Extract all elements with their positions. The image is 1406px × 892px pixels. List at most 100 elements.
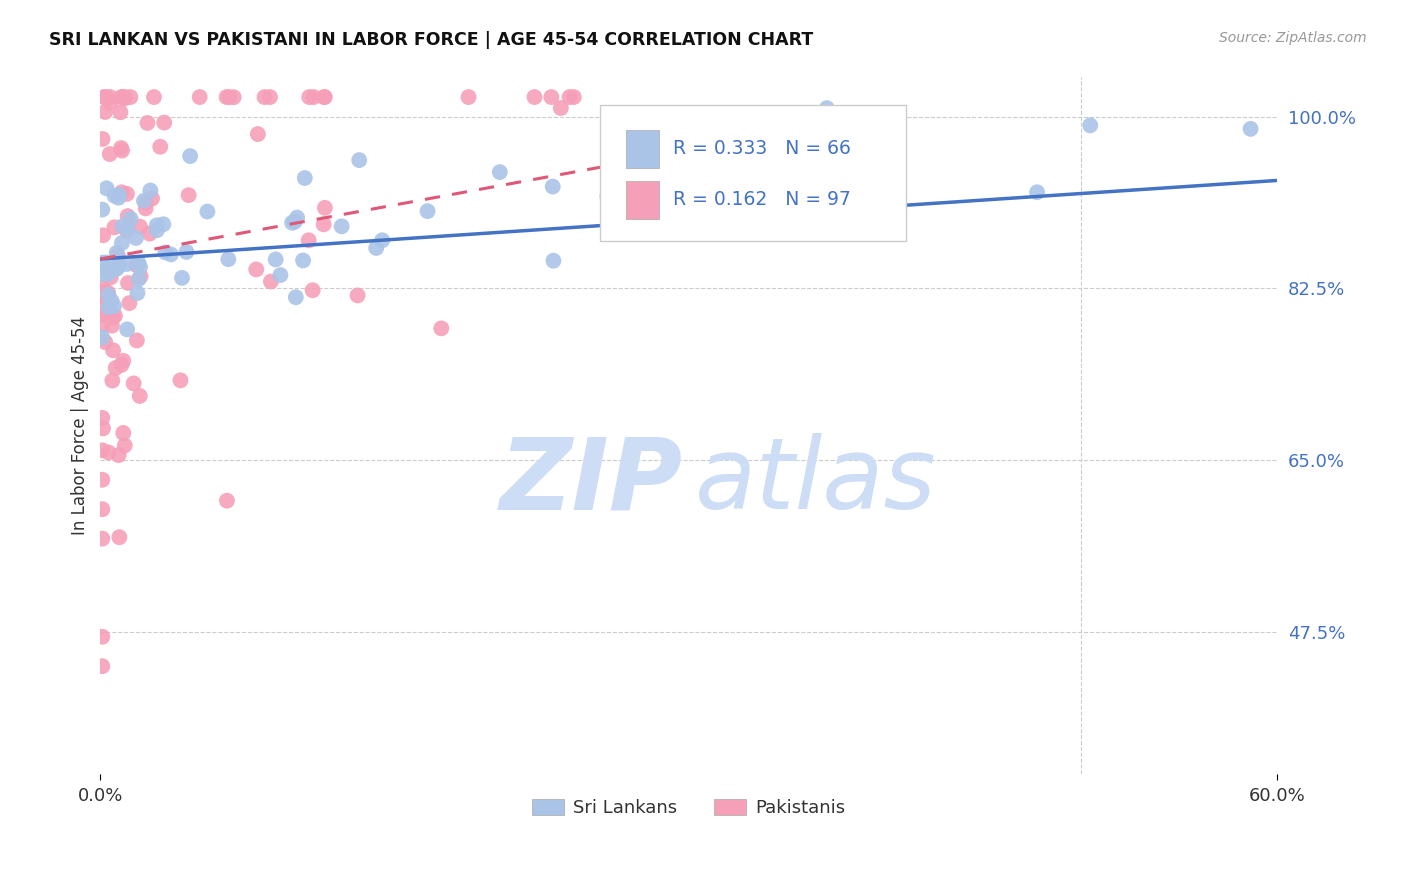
Point [540, 90, 562, 104]
Point [550, 101, 572, 115]
Point [93, 90, 115, 104]
Point [91, 132, 114, 146]
Point [122, 376, 145, 391]
Point [188, 90, 211, 104]
Text: SRI LANKAN VS PAKISTANI IN LABOR FORCE | AGE 45-54 CORRELATION CHART: SRI LANKAN VS PAKISTANI IN LABOR FORCE |… [49, 31, 814, 49]
Point [129, 219, 152, 234]
Point [110, 105, 132, 120]
Point [294, 171, 316, 186]
Point [128, 272, 150, 286]
Point [100, 270, 122, 285]
Point [301, 283, 323, 297]
Point [98, 147, 121, 161]
Point [285, 211, 308, 225]
Point [128, 256, 150, 270]
FancyBboxPatch shape [626, 129, 659, 168]
Point [346, 288, 368, 302]
Point [523, 90, 546, 104]
Point [97, 287, 120, 301]
Point [98, 90, 121, 104]
Point [108, 259, 131, 273]
Point [488, 165, 510, 179]
Point [149, 140, 172, 154]
Point [110, 90, 132, 104]
Point [94, 284, 117, 298]
Point [110, 358, 132, 372]
Point [117, 276, 139, 290]
Point [269, 268, 291, 282]
Point [416, 204, 439, 219]
Point [125, 334, 148, 348]
Point [91, 443, 114, 458]
Point [132, 194, 155, 208]
Point [543, 253, 565, 268]
Y-axis label: In Labor Force | Age 45-54: In Labor Force | Age 45-54 [72, 317, 89, 535]
Point [152, 217, 174, 231]
Point [127, 285, 149, 300]
Point [139, 184, 162, 198]
Point [366, 241, 388, 255]
Point [103, 188, 125, 202]
Point [112, 425, 135, 440]
Point [110, 141, 132, 155]
Point [104, 309, 127, 323]
Point [169, 373, 191, 387]
Point [97, 300, 120, 314]
Point [105, 261, 128, 276]
Point [96, 309, 118, 323]
Point [284, 215, 307, 229]
Point [111, 219, 134, 234]
Point [281, 216, 304, 230]
Point [136, 116, 159, 130]
Point [117, 209, 139, 223]
Point [115, 322, 138, 336]
Point [91, 267, 114, 281]
Point [111, 186, 134, 200]
Point [97, 445, 120, 459]
Point [94, 255, 117, 269]
Point [98, 95, 121, 110]
Point [100, 293, 122, 308]
Point [562, 90, 585, 104]
Point [314, 90, 336, 104]
Text: atlas: atlas [695, 433, 936, 530]
Point [284, 290, 307, 304]
Point [91, 318, 114, 333]
Point [91, 330, 114, 344]
Point [217, 252, 239, 267]
Point [91, 532, 114, 546]
Point [101, 318, 124, 333]
FancyBboxPatch shape [600, 105, 907, 241]
Point [177, 188, 200, 202]
Point [246, 127, 269, 141]
Point [596, 189, 619, 203]
Point [179, 149, 201, 163]
Point [259, 90, 281, 104]
Point [111, 144, 134, 158]
Point [1239, 121, 1261, 136]
Legend: Sri Lankans, Pakistanis: Sri Lankans, Pakistanis [524, 791, 852, 824]
Point [215, 90, 238, 104]
Point [1026, 186, 1049, 200]
Point [91, 630, 114, 644]
Point [298, 90, 321, 104]
Point [108, 188, 131, 202]
Point [312, 218, 335, 232]
Point [298, 233, 321, 247]
Point [430, 321, 453, 335]
Point [292, 253, 315, 268]
Point [302, 90, 325, 104]
Text: R = 0.162   N = 97: R = 0.162 N = 97 [673, 190, 851, 209]
Point [111, 235, 134, 250]
Point [107, 249, 129, 263]
Text: ZIP: ZIP [499, 433, 683, 530]
Point [1078, 119, 1101, 133]
Point [112, 90, 135, 104]
Point [264, 252, 287, 267]
Point [97, 285, 120, 300]
Point [101, 374, 124, 388]
Point [314, 90, 336, 104]
Point [91, 410, 114, 425]
Point [160, 247, 183, 261]
Point [138, 227, 160, 241]
